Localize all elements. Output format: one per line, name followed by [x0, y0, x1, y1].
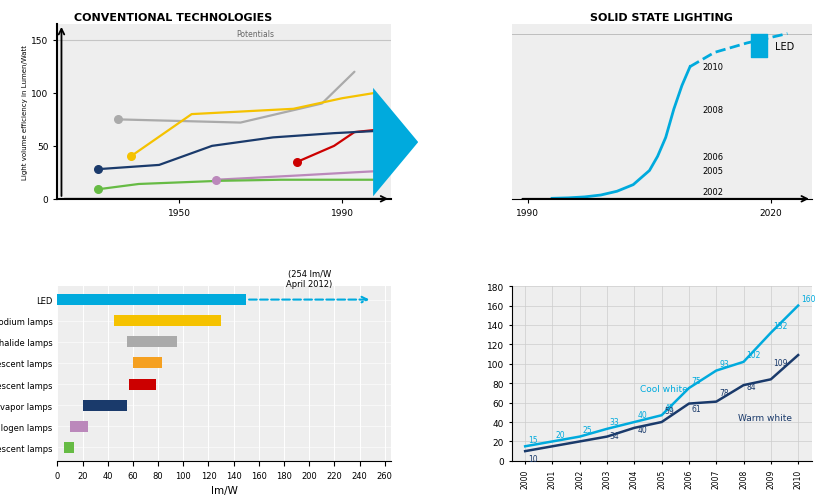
Text: 61: 61 — [691, 405, 700, 414]
X-axis label: lm/W: lm/W — [210, 485, 238, 495]
Point — [92, 186, 105, 194]
Text: Warm white: Warm white — [737, 413, 791, 422]
Text: 160: 160 — [800, 294, 814, 303]
Point — [124, 153, 137, 161]
Text: 109: 109 — [772, 358, 787, 367]
Text: 75: 75 — [691, 377, 700, 385]
Text: 40: 40 — [636, 410, 646, 419]
Polygon shape — [373, 89, 418, 197]
Text: 2010: 2010 — [701, 63, 722, 72]
Bar — [129, 379, 156, 390]
Text: Potentials: Potentials — [236, 30, 274, 39]
Text: 25: 25 — [581, 425, 591, 434]
Bar — [64, 442, 74, 453]
Text: 33: 33 — [609, 417, 619, 426]
Text: 2006: 2006 — [701, 152, 722, 161]
Bar — [57, 295, 246, 306]
Text: 20: 20 — [554, 430, 564, 439]
Text: 59: 59 — [663, 406, 673, 415]
Point — [291, 158, 304, 166]
Title: SOLID STATE LIGHTING: SOLID STATE LIGHTING — [590, 13, 732, 23]
Text: 34: 34 — [609, 431, 619, 440]
Text: 93: 93 — [718, 359, 728, 368]
Text: 40: 40 — [636, 425, 646, 434]
Point — [92, 166, 105, 174]
Bar — [70, 421, 88, 432]
Text: 2008: 2008 — [701, 105, 722, 114]
Bar — [114, 316, 221, 327]
Bar — [133, 358, 161, 369]
Text: Cool white: Cool white — [639, 384, 686, 393]
Point — [210, 176, 223, 184]
Point — [111, 116, 124, 124]
Bar — [126, 337, 177, 348]
Text: 2002: 2002 — [701, 187, 722, 196]
Y-axis label: Light volume efficiency in Lumen/Watt: Light volume efficiency in Lumen/Watt — [22, 45, 29, 179]
Bar — [83, 400, 126, 411]
Text: (254 lm/W
April 2012): (254 lm/W April 2012) — [286, 269, 332, 289]
Text: 84: 84 — [745, 382, 755, 391]
Text: CONVENTIONAL TECHNOLOGIES: CONVENTIONAL TECHNOLOGIES — [74, 13, 272, 23]
Text: 2005: 2005 — [701, 167, 722, 176]
Legend: Metal halide (*1961), Fluorescent (*1938), CFL (*1904), Mercury (*1981), Halogen: Metal halide (*1961), Fluorescent (*1938… — [645, 70, 737, 126]
Text: 47: 47 — [663, 404, 673, 413]
Text: 10: 10 — [527, 454, 537, 463]
Text: 15: 15 — [527, 435, 537, 443]
Text: LED: LED — [774, 42, 794, 52]
Text: 132: 132 — [772, 321, 787, 330]
Text: 78: 78 — [718, 388, 728, 397]
Text: 102: 102 — [745, 350, 760, 359]
